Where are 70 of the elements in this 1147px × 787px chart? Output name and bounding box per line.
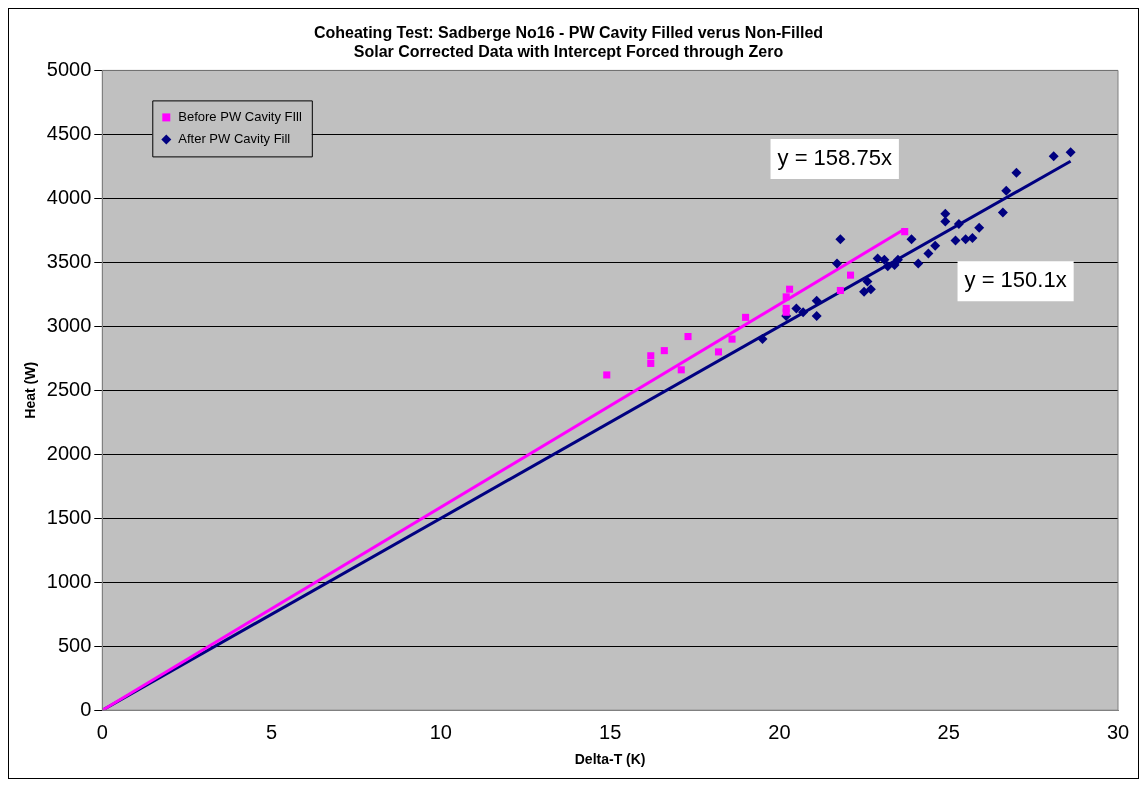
point xyxy=(906,234,917,245)
point xyxy=(913,258,924,269)
point xyxy=(923,248,934,259)
point xyxy=(742,313,750,321)
point xyxy=(901,228,909,236)
point xyxy=(847,271,855,279)
point xyxy=(950,235,961,246)
x-tick-label: 15 xyxy=(599,720,622,743)
point xyxy=(791,303,802,314)
point xyxy=(811,311,822,322)
y-tick-label: 500 xyxy=(57,633,92,656)
point xyxy=(647,352,655,360)
point xyxy=(940,216,951,227)
point xyxy=(684,333,692,341)
y-tick-label: 5000 xyxy=(46,57,92,80)
y-tick-label: 1500 xyxy=(46,505,92,528)
point xyxy=(660,347,668,355)
y-tick-label: 1000 xyxy=(46,569,92,592)
point xyxy=(960,234,971,245)
annotation: y = 150.1x xyxy=(964,267,1067,293)
point xyxy=(882,261,893,272)
y-tick-label: 4000 xyxy=(46,185,92,208)
point xyxy=(836,286,844,295)
point xyxy=(865,284,876,295)
x-tick-label: 5 xyxy=(266,720,278,743)
point xyxy=(997,207,1008,218)
y-axis-title: Heat (W) xyxy=(22,361,39,419)
point xyxy=(879,254,890,265)
point xyxy=(974,222,985,233)
point xyxy=(940,208,951,219)
x-tick-label: 25 xyxy=(937,720,960,743)
point xyxy=(967,233,978,244)
point xyxy=(647,359,655,367)
point xyxy=(603,371,611,379)
y-tick-label: 0 xyxy=(80,697,92,720)
point xyxy=(782,304,790,312)
point xyxy=(1011,167,1022,178)
point xyxy=(1048,151,1059,162)
annotation: y = 158.75x xyxy=(777,145,892,171)
legend-label: After PW Cavity Fill xyxy=(178,130,291,146)
point xyxy=(862,276,873,287)
x-tick-label: 20 xyxy=(768,720,791,743)
point xyxy=(714,348,723,356)
x-tick-label: 10 xyxy=(429,720,452,743)
chart-title: Coheating Test: Sadberge No16 - PW Cavity Filled verus Non-Filled Solar Corrected Data with Intercept Forced through Zero xyxy=(313,24,824,61)
point xyxy=(677,366,685,374)
y-tick-label: 4500 xyxy=(46,121,92,144)
y-tick-label: 3000 xyxy=(46,313,92,336)
point xyxy=(872,253,883,264)
point xyxy=(757,334,768,345)
legend-label: Before PW Cavity FIll xyxy=(178,108,302,124)
y-tick-label: 3500 xyxy=(46,249,92,272)
point xyxy=(786,285,794,293)
x-axis-title: Delta-T (K) xyxy=(574,751,646,768)
point xyxy=(859,286,870,297)
y-tick-label: 2000 xyxy=(46,441,92,464)
point xyxy=(782,293,790,301)
point xyxy=(728,335,736,343)
point xyxy=(811,295,822,306)
x-tick-label: 0 xyxy=(96,720,108,743)
point xyxy=(930,240,941,251)
point xyxy=(892,254,903,265)
y-tick-label: 2500 xyxy=(46,377,92,400)
point xyxy=(953,218,964,229)
point xyxy=(831,258,842,269)
point xyxy=(835,234,846,245)
point xyxy=(798,307,809,318)
point xyxy=(1001,185,1012,196)
point xyxy=(1065,147,1076,158)
x-tick-label: 30 xyxy=(1106,720,1130,743)
